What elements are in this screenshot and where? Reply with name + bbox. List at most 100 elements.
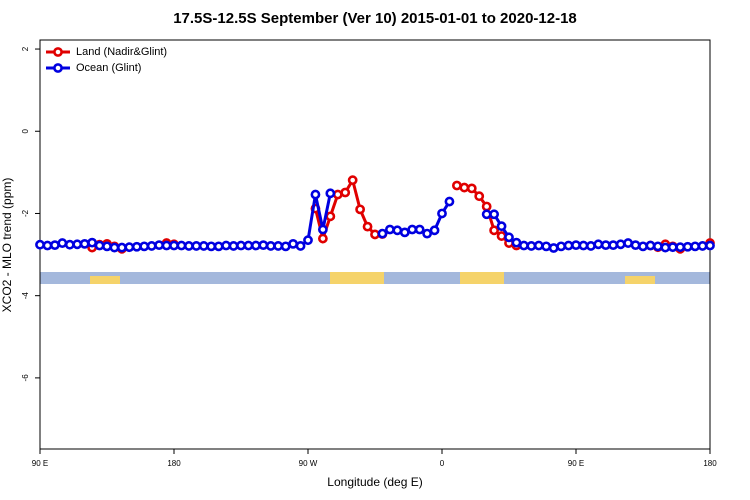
series-point [183,241,194,251]
series-point [459,182,470,193]
series-point [429,225,440,236]
series-point [608,240,619,251]
series-point [414,224,425,235]
series-point [355,204,366,215]
series-point [116,242,127,253]
series-point [384,224,395,235]
series-point [303,235,313,246]
series-point [57,238,68,248]
series-point [593,239,604,250]
legend-label: Land (Nadir&Glint) [76,46,167,58]
y-tick-label: 2 [21,46,30,51]
series-point [437,208,447,219]
series-point [578,240,589,251]
land-mask [40,272,710,284]
series-point [496,231,507,241]
series-point [310,189,321,200]
x-tick-label: 180 [703,459,717,468]
series-point [213,241,224,252]
legend-marker [53,47,63,57]
y-tick-label: -4 [21,292,30,300]
series-point [124,242,135,253]
series-point [526,241,537,251]
series-point [541,241,552,252]
series-point [638,241,648,252]
series-point [317,224,328,235]
series-point [585,241,596,251]
series-point [236,240,246,251]
series-point [72,239,83,250]
series-point [295,241,306,251]
series-point [340,187,351,198]
series-point [377,228,388,239]
series-point [489,209,500,220]
series-point [146,241,157,251]
series-point [273,241,284,251]
series-point [481,209,492,220]
series-point [35,239,45,250]
series-point [288,238,299,249]
series-point [705,240,715,251]
series-point [94,240,105,251]
x-axis-label: Longitude (deg E) [327,475,422,489]
y-tick-label: 0 [21,128,30,133]
series-point [49,240,60,251]
series-point [161,240,172,251]
series-point [600,240,611,251]
land-patch [90,276,120,284]
series-point [191,241,202,251]
series-point [615,239,626,250]
series-point [347,175,358,186]
series-point [176,240,187,251]
series-point [466,183,477,194]
x-tick-label: 90 E [32,459,48,468]
series-point [571,240,581,251]
series-point [370,229,380,240]
series-point [652,241,663,252]
series-point [518,240,529,251]
series-point [474,191,485,202]
series-point [109,242,120,253]
series-point [489,225,500,236]
series-point [154,240,165,251]
series-point [64,239,75,250]
series-point [250,240,261,251]
series-point [102,241,112,252]
x-tick-label: 0 [440,459,445,468]
series-point [280,241,291,252]
series-point [79,238,90,249]
series-point [169,240,179,251]
series-point [444,196,455,207]
y-tick-label: -2 [21,209,30,217]
legend-label: Ocean (Glint) [76,62,141,74]
series-point [548,243,559,253]
series-point [675,242,686,253]
series-point [690,241,701,252]
series-point [317,233,328,244]
series-point [697,241,708,251]
series-point [198,241,209,251]
series-point [660,242,671,253]
y-tick-label: -6 [21,374,30,382]
series-point [511,237,522,248]
series-point [667,242,678,253]
series-point [563,240,574,251]
series-point [451,180,462,191]
x-tick-label: 90 E [568,459,584,468]
series-point [682,241,693,252]
y-axis-label: XCO2 - MLO trend (ppm) [0,178,14,313]
series-point [533,240,544,251]
x-tick-label: 180 [167,459,181,468]
legend-marker [53,63,63,73]
series-point [481,201,492,212]
series-point [407,224,418,235]
chart-title: 17.5S-12.5S September (Ver 10) 2015-01-0… [173,10,577,27]
series-point [42,240,53,251]
series-point [265,241,276,251]
series-point [258,240,269,251]
series-point [131,241,142,252]
land-patch [330,272,384,284]
series-point [630,240,641,251]
series-point [325,188,336,199]
